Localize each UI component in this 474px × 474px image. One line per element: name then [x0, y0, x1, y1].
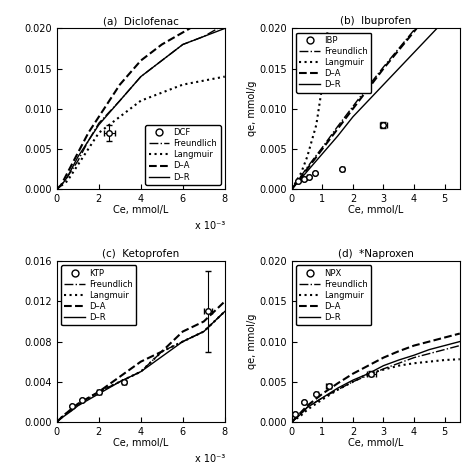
Title: (c)  Ketoprofen: (c) Ketoprofen [102, 249, 180, 259]
Title: (b)  Ibuprofen: (b) Ibuprofen [340, 16, 411, 26]
X-axis label: Ce, mmol/L: Ce, mmol/L [348, 438, 403, 448]
Title: (d)  *Naproxen: (d) *Naproxen [338, 249, 414, 259]
Legend: IBP, Freundlich, Langmuir, D–A, D–R: IBP, Freundlich, Langmuir, D–A, D–R [296, 33, 372, 92]
Legend: NPX, Freundlich, Langmuir, D–A, D–R: NPX, Freundlich, Langmuir, D–A, D–R [296, 265, 372, 326]
Legend: KTP, Freundlich, Langmuir, D–A, D–R: KTP, Freundlich, Langmuir, D–A, D–R [61, 265, 137, 326]
X-axis label: Ce, mmol/L: Ce, mmol/L [348, 205, 403, 215]
Y-axis label: qe, mmol/g: qe, mmol/g [246, 81, 256, 137]
Legend: DCF, Freundlich, Langmuir, D–A, D–R: DCF, Freundlich, Langmuir, D–A, D–R [145, 125, 220, 185]
X-axis label: Ce, mmol/L: Ce, mmol/L [113, 438, 168, 448]
Y-axis label: qe, mmol/g: qe, mmol/g [246, 314, 256, 369]
Text: x 10⁻³: x 10⁻³ [194, 221, 225, 231]
Text: x 10⁻³: x 10⁻³ [194, 454, 225, 464]
X-axis label: Ce, mmol/L: Ce, mmol/L [113, 205, 168, 215]
Title: (a)  Diclofenac: (a) Diclofenac [103, 16, 179, 26]
